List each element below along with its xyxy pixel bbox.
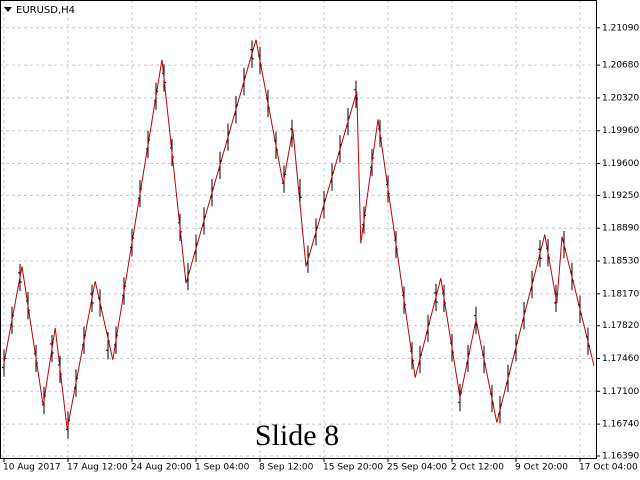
y-tick-label: 1.17100 — [602, 387, 639, 397]
y-tick-label: 1.21090 — [602, 23, 639, 33]
y-tick-label: 1.19600 — [602, 159, 639, 169]
x-tick-label: 2 Oct 12:00 — [451, 463, 504, 473]
annotation: Slide 8 — [255, 419, 339, 452]
grid — [0, 0, 596, 458]
y-tick-label: 1.17460 — [602, 354, 639, 364]
y-tick-label: 1.18890 — [602, 224, 639, 234]
y-tick-label: 1.17820 — [602, 321, 639, 331]
y-tick-label: 1.20320 — [602, 93, 639, 103]
y-tick-label: 1.19250 — [602, 191, 639, 201]
x-tick-label: 10 Aug 2017 — [3, 463, 61, 473]
x-tick-label: 24 Aug 20:00 — [131, 463, 192, 473]
plot — [2, 39, 595, 439]
y-tick-label: 1.20680 — [602, 61, 639, 71]
x-tick-label: 8 Sep 12:00 — [259, 463, 314, 473]
chart-title: EURUSD,H4 — [16, 5, 75, 16]
y-tick-label: 1.16740 — [602, 420, 639, 430]
y-tick-label: 1.19960 — [602, 126, 639, 136]
zigzag-line — [3, 39, 595, 430]
x-tick-label: 25 Sep 04:00 — [387, 463, 447, 473]
x-tick-label: 17 Aug 12:00 — [67, 463, 128, 473]
y-tick-label: 1.18530 — [602, 257, 639, 267]
x-tick-label: 1 Sep 04:00 — [195, 463, 250, 473]
y-tick-label: 1.18170 — [602, 289, 639, 299]
x-tick-label: 17 Oct 04:00 — [579, 463, 638, 473]
x-tick-label: 15 Sep 20:00 — [323, 463, 383, 473]
plot-frame — [0, 0, 597, 459]
y-tick-label: 1.16390 — [602, 451, 639, 461]
x-tick-label: 9 Oct 20:00 — [515, 463, 568, 473]
chart-menu-icon[interactable] — [4, 7, 12, 12]
